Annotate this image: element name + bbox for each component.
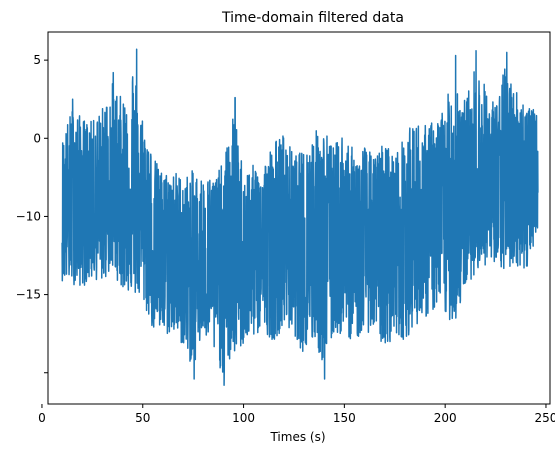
y-tick-label: 5 — [33, 53, 41, 67]
x-tick-label: 0 — [38, 411, 46, 425]
x-tick-label: 50 — [135, 411, 150, 425]
x-tick-label: 200 — [434, 411, 457, 425]
y-tick-label: −10 — [16, 209, 41, 223]
x-axis-label: Times (s) — [269, 430, 325, 444]
x-tick-label: 150 — [333, 411, 356, 425]
y-tick-label: −15 — [16, 288, 41, 302]
x-tick-label: 250 — [535, 411, 555, 425]
y-tick-label: 0 — [33, 131, 41, 145]
x-tick-label: 100 — [232, 411, 255, 425]
chart-title: Time-domain filtered data — [221, 10, 404, 26]
